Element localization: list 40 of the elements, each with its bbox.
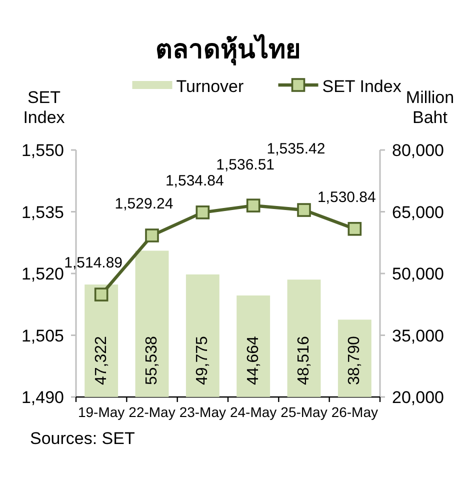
y2-tick-label: 80,000 (392, 141, 444, 160)
source-note: Sources: SET (30, 429, 135, 448)
y-tick-label: 1,490 (21, 388, 64, 407)
y2-tick-label: 50,000 (392, 264, 444, 284)
y2-tick-label: 35,000 (392, 326, 444, 346)
x-tick-label: 19-May (78, 404, 125, 420)
data-label: 1,514.89 (64, 254, 123, 272)
point (145, 228, 159, 242)
point (246, 198, 260, 212)
x-tick-label: 25-May (280, 404, 328, 420)
data-label: 1,529.24 (114, 195, 174, 212)
legend-label: Turnover (176, 77, 244, 96)
data-label: 1,536.51 (216, 156, 275, 174)
y-tick-label: 1,505 (21, 326, 64, 346)
x-tick-label: 26-May (331, 404, 378, 420)
data-label: 49,775 (194, 336, 212, 385)
x-tick-label: 23-May (179, 404, 226, 420)
point (196, 206, 210, 220)
y2-axis-title: Million Baht (406, 88, 454, 127)
data-label: 44,664 (244, 336, 262, 385)
chart-title: ตลาดหุ้นไทย (156, 33, 300, 66)
y-tick-label: 1,535 (21, 202, 64, 222)
y-axis-title: SET Index (23, 88, 66, 127)
y-tick-label: 1,550 (21, 141, 64, 160)
data-label: 48,516 (296, 336, 312, 385)
data-label: 1,534.84 (165, 172, 224, 190)
y2-tick-label: 65,000 (392, 202, 444, 222)
data-label: 47,322 (92, 336, 110, 385)
y2-tick-label: 20,000 (392, 388, 444, 407)
y-tick-label: 1,520 (21, 264, 64, 284)
data-label: 1,535.42 (266, 140, 326, 158)
point (348, 222, 362, 236)
data-label: 1,530.84 (317, 188, 376, 206)
data-label: 55,538 (144, 336, 160, 385)
x-tick-label: 22-May (128, 404, 176, 420)
point (297, 203, 311, 217)
point (94, 288, 108, 302)
legend-label: SET Index (322, 77, 402, 96)
x-tick-label: 24-May (230, 404, 277, 420)
data-label: 38,790 (346, 336, 364, 385)
